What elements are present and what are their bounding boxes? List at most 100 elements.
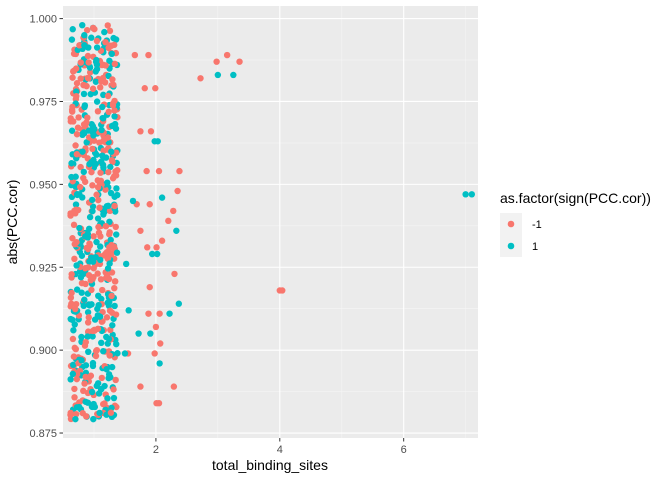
data-point <box>104 265 112 272</box>
data-point <box>111 202 118 210</box>
data-point <box>108 148 115 155</box>
data-point <box>84 52 92 60</box>
y-tick-label: 0.900 <box>29 345 57 357</box>
data-point <box>82 280 89 288</box>
data-point <box>67 409 74 417</box>
data-point <box>98 318 106 325</box>
data-point <box>110 394 118 402</box>
data-point <box>98 374 106 382</box>
data-point-series-0 <box>146 201 153 208</box>
data-point <box>100 91 107 99</box>
data-point-series-1 <box>129 197 137 205</box>
data-point-series-0 <box>153 244 160 251</box>
data-point <box>75 114 82 121</box>
data-point <box>81 380 88 387</box>
data-point <box>106 352 113 359</box>
data-point-series-0 <box>171 270 178 278</box>
x-axis: 2 4 6 <box>153 438 407 456</box>
data-point <box>81 103 88 111</box>
data-point <box>97 169 104 176</box>
data-point <box>100 348 107 355</box>
data-point <box>78 289 85 296</box>
data-point <box>84 74 92 82</box>
data-point-series-1 <box>166 310 173 317</box>
data-point <box>95 229 103 236</box>
data-point <box>76 183 84 191</box>
data-point-series-0 <box>137 128 144 135</box>
data-point <box>113 231 120 238</box>
data-point-series-0 <box>145 51 152 59</box>
data-point <box>105 202 112 210</box>
data-point <box>90 274 97 281</box>
data-point-series-1 <box>121 350 129 357</box>
data-point <box>69 74 76 81</box>
data-point <box>102 38 109 46</box>
data-point <box>93 44 101 51</box>
y-tick-label: 0.925 <box>29 262 57 274</box>
x-tick-label: 6 <box>401 444 407 456</box>
data-point <box>69 103 76 111</box>
legend: as.factor(sign(PCC.cor)) -1 1 <box>500 190 651 257</box>
data-point-series-1 <box>153 250 161 258</box>
data-point <box>89 182 96 189</box>
data-point <box>69 361 77 369</box>
data-point-series-0 <box>158 237 166 244</box>
data-point <box>72 65 80 72</box>
legend-marker-neg <box>507 220 515 228</box>
legend-label-neg: -1 <box>532 219 542 231</box>
data-point-series-0 <box>176 167 183 175</box>
data-point <box>102 62 109 69</box>
y-tick-label: 0.875 <box>29 428 57 440</box>
data-point <box>89 85 97 92</box>
data-point <box>72 201 80 208</box>
data-point <box>68 300 75 307</box>
data-point-series-1 <box>125 307 132 314</box>
data-point <box>71 385 78 393</box>
data-point <box>73 150 81 158</box>
data-point <box>77 59 84 66</box>
data-point <box>67 212 74 219</box>
data-point <box>112 36 120 43</box>
data-point <box>68 160 75 167</box>
data-point <box>110 386 117 393</box>
data-point-series-1 <box>154 138 161 145</box>
data-point <box>76 224 83 232</box>
y-axis-title: abs(PCC.cor) <box>4 180 20 265</box>
data-point <box>107 236 114 244</box>
data-point <box>79 148 86 155</box>
data-point <box>71 255 78 263</box>
data-point <box>102 223 110 230</box>
data-point-series-1 <box>148 250 156 258</box>
data-point <box>93 238 100 246</box>
data-point <box>73 375 81 383</box>
data-point <box>83 82 90 90</box>
data-point <box>101 136 108 143</box>
data-point <box>93 151 100 158</box>
data-point-series-0 <box>141 85 148 92</box>
data-point <box>73 404 81 411</box>
data-point <box>72 410 80 418</box>
major-gridlines <box>63 6 478 438</box>
data-point-series-1 <box>122 260 130 268</box>
data-point <box>72 142 79 149</box>
data-point <box>104 22 111 29</box>
data-point <box>96 204 103 211</box>
data-point <box>77 75 84 82</box>
data-point <box>107 409 115 416</box>
data-point <box>106 260 113 267</box>
data-point <box>83 26 91 34</box>
data-point <box>80 302 87 310</box>
data-point <box>109 322 116 329</box>
data-point <box>70 221 78 229</box>
data-point <box>94 325 102 332</box>
data-point <box>88 286 95 294</box>
data-point <box>97 276 105 283</box>
data-point <box>90 132 97 139</box>
data-point-series-0 <box>170 383 178 390</box>
data-point-series-0 <box>137 383 144 390</box>
data-point <box>106 57 113 65</box>
data-point <box>68 271 75 278</box>
data-point <box>108 404 115 412</box>
data-point <box>80 90 88 98</box>
